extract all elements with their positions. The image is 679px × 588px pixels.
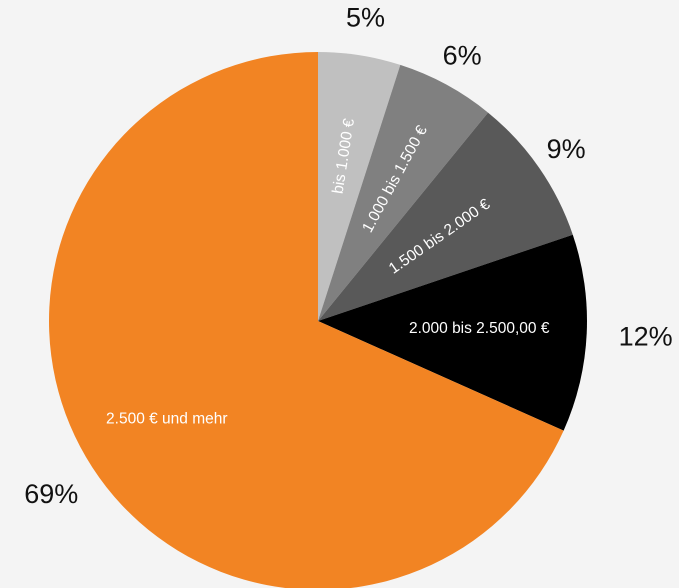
value-label: 5% [346,3,385,33]
pie-slice [318,64,489,321]
slice-label: 2.500 € und mehr [106,411,228,428]
pie-slice [318,52,401,321]
value-label: 9% [547,134,586,164]
pie-slice [318,234,587,431]
pie-slice [318,112,573,321]
value-label: 69% [24,479,78,509]
slice-label: 2.000 bis 2.500,00 € [409,320,550,337]
value-labels: 5% 6% 9% 12% 69% [24,3,672,509]
value-label: 6% [443,41,482,71]
value-label: 12% [619,321,673,351]
pie-slices [49,52,587,588]
pie-slice [49,52,564,588]
